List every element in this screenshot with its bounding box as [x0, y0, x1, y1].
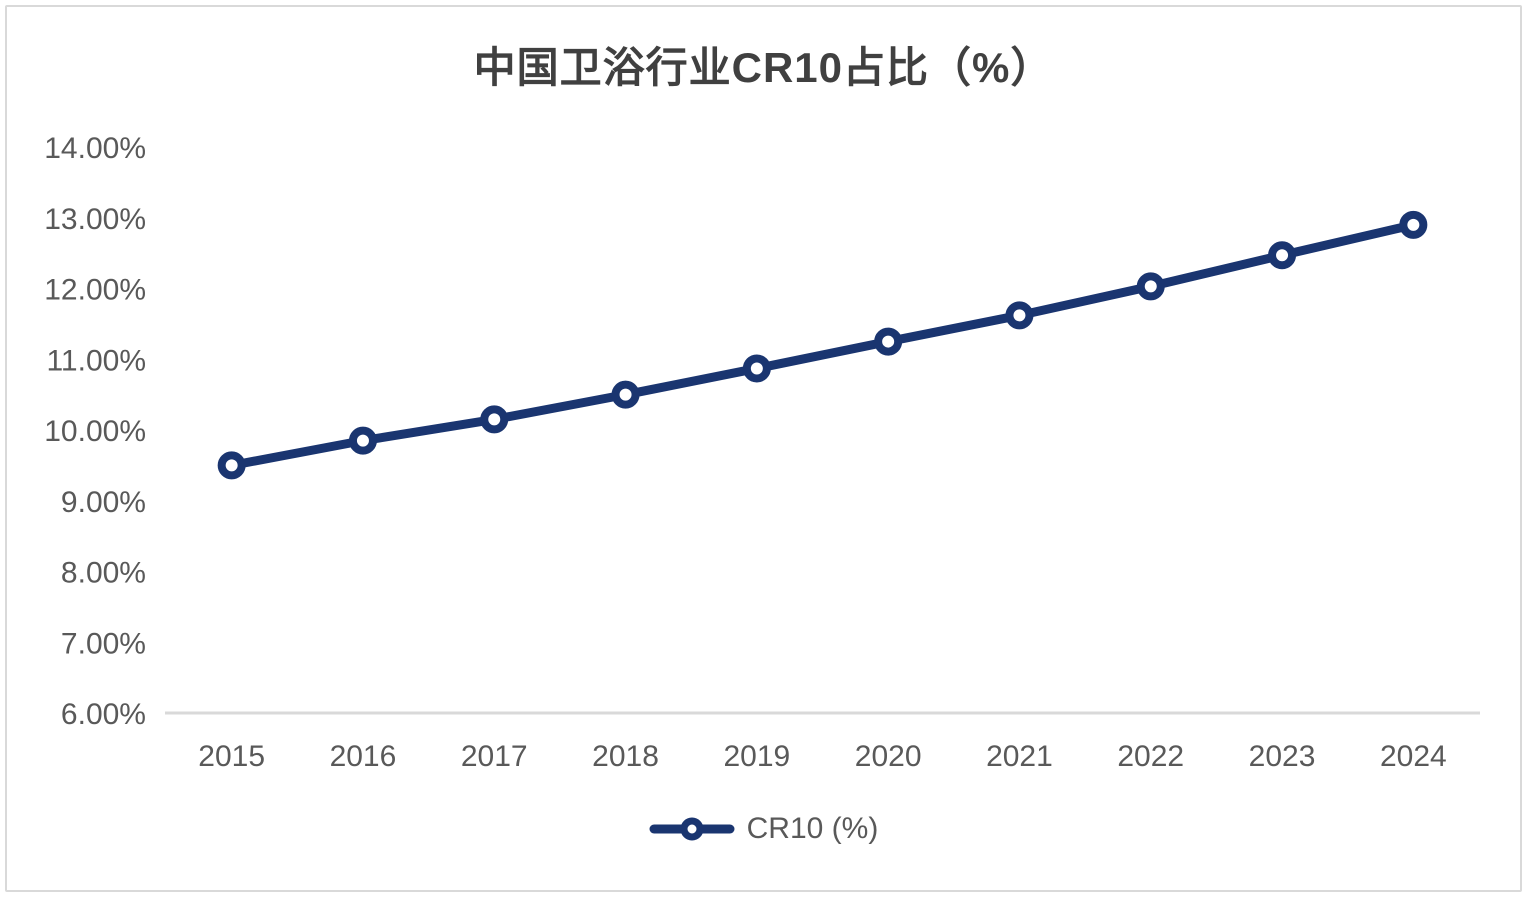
series-line [227, 220, 1418, 470]
data-point-marker [217, 451, 246, 480]
data-point-marker [742, 354, 771, 383]
legend: CR10 (%) [0, 812, 1527, 846]
x-axis-tick-label: 2024 [1380, 740, 1447, 773]
y-axis-tick-label: 10.00% [44, 415, 146, 448]
data-point-marker [1005, 301, 1034, 330]
y-axis-tick-label: 11.00% [46, 344, 146, 377]
x-axis-tick-label: 2017 [461, 740, 528, 773]
y-axis-tick-label: 14.00% [44, 132, 146, 165]
data-point-marker [348, 426, 377, 455]
x-axis-tick-label: 2021 [986, 740, 1053, 773]
y-axis-tick-label: 8.00% [61, 557, 146, 590]
y-axis-tick-label: 6.00% [61, 698, 146, 731]
x-axis-tick-label: 2022 [1117, 740, 1184, 773]
data-point-marker [1136, 272, 1165, 301]
x-axis-tick-label: 2018 [592, 740, 659, 773]
y-axis-tick-label: 12.00% [44, 274, 146, 307]
legend-circle-marker [680, 817, 704, 841]
y-axis-tick-label: 13.00% [44, 203, 146, 236]
data-point-marker [480, 405, 509, 434]
legend-line-marker-icon [649, 817, 735, 841]
y-axis-tick-label: 7.00% [61, 627, 146, 660]
data-point-marker [611, 380, 640, 409]
chart-title: 中国卫浴行业CR10占比（%） [473, 44, 1054, 91]
x-axis-tick-label: 2016 [330, 740, 397, 773]
data-point-marker [1399, 210, 1428, 239]
x-axis-tick-label: 2023 [1249, 740, 1316, 773]
y-axis-tick-label: 9.00% [61, 486, 146, 519]
data-point-marker [1268, 241, 1297, 270]
legend-series-label: CR10 (%) [746, 812, 879, 845]
x-axis-tick-label: 2019 [723, 740, 790, 773]
x-axis-tick-label: 2020 [855, 740, 922, 773]
x-axis-tick-label: 2015 [198, 740, 265, 773]
data-point-marker [874, 327, 903, 356]
